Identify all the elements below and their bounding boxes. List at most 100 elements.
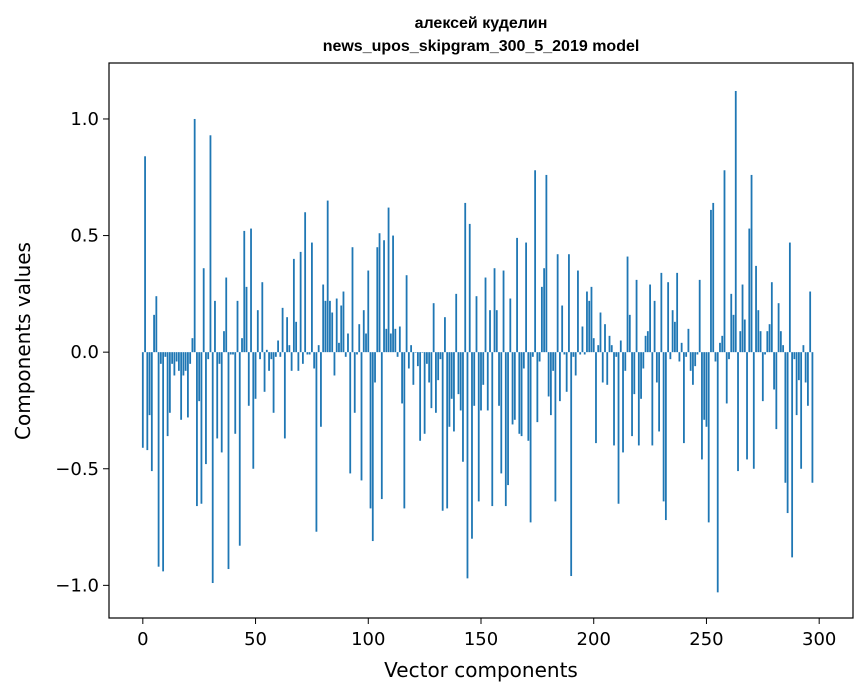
bar-131	[437, 352, 440, 381]
bar-89	[342, 291, 345, 353]
bar-72	[304, 212, 307, 353]
bar-69	[297, 352, 300, 371]
bar-206	[606, 352, 609, 385]
bar-208	[610, 345, 613, 353]
bar-289	[793, 352, 796, 360]
bar-7	[157, 352, 160, 567]
bar-176	[538, 352, 541, 362]
bar-1	[144, 156, 146, 353]
bar-2	[146, 352, 149, 451]
bar-158	[498, 352, 500, 406]
bar-58	[272, 352, 275, 413]
bar-218	[633, 352, 636, 395]
bar-48	[250, 228, 252, 353]
bar-107	[383, 240, 385, 353]
bar-77	[315, 352, 318, 532]
bar-150	[480, 352, 482, 411]
bar-295	[807, 352, 809, 406]
bar-277	[766, 331, 769, 353]
bar-297	[811, 352, 814, 483]
bar-251	[707, 352, 710, 523]
bar-4	[150, 352, 153, 472]
bar-189	[568, 254, 570, 353]
bar-78	[317, 345, 320, 353]
bar-33	[216, 352, 219, 439]
bar-270	[750, 174, 753, 353]
bar-230	[660, 272, 663, 353]
bar-3	[148, 352, 151, 416]
bar-211	[617, 352, 620, 504]
bar-137	[450, 352, 453, 399]
bar-24	[196, 352, 198, 507]
chart-title-line1: алексей куделин	[415, 15, 548, 32]
bar-10	[164, 352, 167, 357]
x-tick-label: 300	[802, 629, 836, 650]
bar-274	[759, 331, 762, 353]
bar-236	[673, 321, 676, 353]
bar-243	[689, 352, 692, 371]
bar-5	[153, 314, 155, 353]
bar-221	[640, 352, 642, 399]
bar-157	[495, 310, 498, 353]
bar-170	[525, 242, 527, 353]
bar-241	[685, 352, 688, 357]
bar-217	[631, 352, 633, 437]
bar-191	[572, 352, 575, 357]
bar-136	[448, 352, 451, 427]
bar-162	[507, 352, 509, 486]
bar-103	[374, 352, 376, 383]
bar-59	[274, 352, 277, 357]
bar-154	[489, 310, 491, 353]
bar-40	[232, 352, 234, 355]
bar-21	[189, 352, 192, 364]
bar-147	[473, 352, 476, 406]
bar-240	[683, 352, 685, 444]
y-axis-ticks: −1.0 −0.5 0.0 0.5 1.0	[55, 109, 109, 596]
bar-68	[295, 321, 298, 353]
bar-97	[360, 352, 363, 481]
chart-title-line2: news_upos_skipgram_300_5_2019 model	[323, 38, 640, 55]
bar-132	[439, 352, 442, 360]
bar-163	[509, 298, 512, 353]
bar-246	[696, 352, 699, 355]
bar-268	[746, 352, 748, 460]
bar-65	[288, 345, 291, 353]
bar-50	[254, 352, 257, 399]
bar-14	[173, 352, 176, 376]
bar-152	[484, 277, 487, 353]
bar-204	[601, 352, 604, 383]
bar-258	[723, 170, 726, 353]
bar-182	[552, 352, 555, 371]
bar-31	[211, 352, 214, 584]
bar-256	[719, 342, 721, 353]
bar-269	[748, 228, 751, 353]
bar-95	[356, 352, 358, 355]
bar-139	[455, 293, 458, 353]
bar-28	[205, 352, 207, 465]
bar-272	[755, 265, 757, 353]
bar-49	[252, 352, 255, 469]
bar-291	[797, 352, 800, 381]
bar-197	[586, 291, 588, 353]
bar-42	[236, 300, 239, 353]
bar-254	[714, 352, 717, 362]
bar-172	[529, 352, 532, 523]
bar-125	[423, 352, 426, 434]
bar-294	[804, 352, 807, 383]
bar-111	[392, 235, 394, 353]
bar-75	[311, 242, 313, 353]
bar-87	[338, 342, 340, 353]
bar-99	[365, 333, 367, 353]
bar-238	[678, 352, 681, 362]
bar-229	[658, 352, 661, 432]
bar-101	[369, 352, 372, 509]
bar-212	[619, 340, 622, 353]
bar-120	[412, 352, 415, 385]
bar-183	[554, 352, 557, 502]
bar-149	[477, 352, 480, 502]
bar-174	[534, 170, 537, 353]
bar-19	[184, 352, 187, 371]
bar-244	[692, 352, 694, 385]
bar-94	[353, 352, 356, 413]
bar-165	[513, 352, 516, 420]
